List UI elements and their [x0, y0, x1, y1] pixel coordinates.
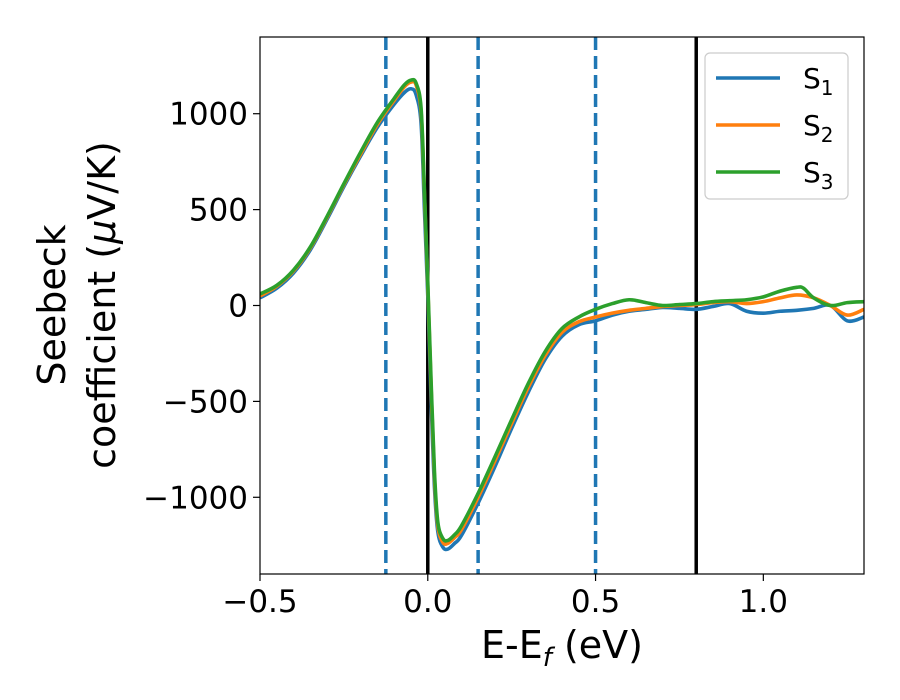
series-line-S1: [260, 86, 864, 552]
x-tick-label: 0.0: [403, 584, 452, 620]
y-tick-label: −1000: [143, 480, 248, 516]
y-tick-label: −500: [163, 384, 248, 420]
reference-lines: [384, 37, 698, 574]
y-axis-title-post: V/K): [80, 141, 124, 220]
x-tick-label: −0.5: [222, 584, 297, 620]
y-axis-title: Seebeck coefficient (μV/K): [30, 141, 124, 469]
x-axis-title-main: E-E: [481, 623, 543, 667]
x-axis-title: E-Ef (eV): [481, 623, 643, 673]
y-axis-title-line2: coefficient (μV/K): [80, 141, 124, 469]
y-axis-title-line1: Seebeck: [30, 224, 74, 385]
y-axis: 1000 500 0 −500 −1000: [143, 97, 260, 516]
y-tick-label: 1000: [169, 97, 248, 133]
x-tick-label: 0.5: [571, 584, 620, 620]
legend-label-S1: S1: [803, 62, 834, 100]
x-tick-label: 1.0: [739, 584, 788, 620]
x-axis: −0.5 0.0 0.5 1.0: [222, 574, 788, 620]
legend-label-S3: S3: [803, 156, 834, 194]
legend-label-S2: S2: [803, 109, 834, 147]
y-tick-label: 500: [189, 193, 248, 229]
y-axis-title-pre: coefficient (: [80, 244, 124, 469]
series-line-S3: [260, 77, 864, 543]
y-tick-label: 0: [228, 289, 248, 325]
series-group: [260, 77, 864, 552]
x-axis-title-rest: (eV): [552, 623, 643, 667]
legend: S1 S2 S3: [704, 52, 849, 200]
y-axis-title-mu: μ: [80, 220, 124, 245]
